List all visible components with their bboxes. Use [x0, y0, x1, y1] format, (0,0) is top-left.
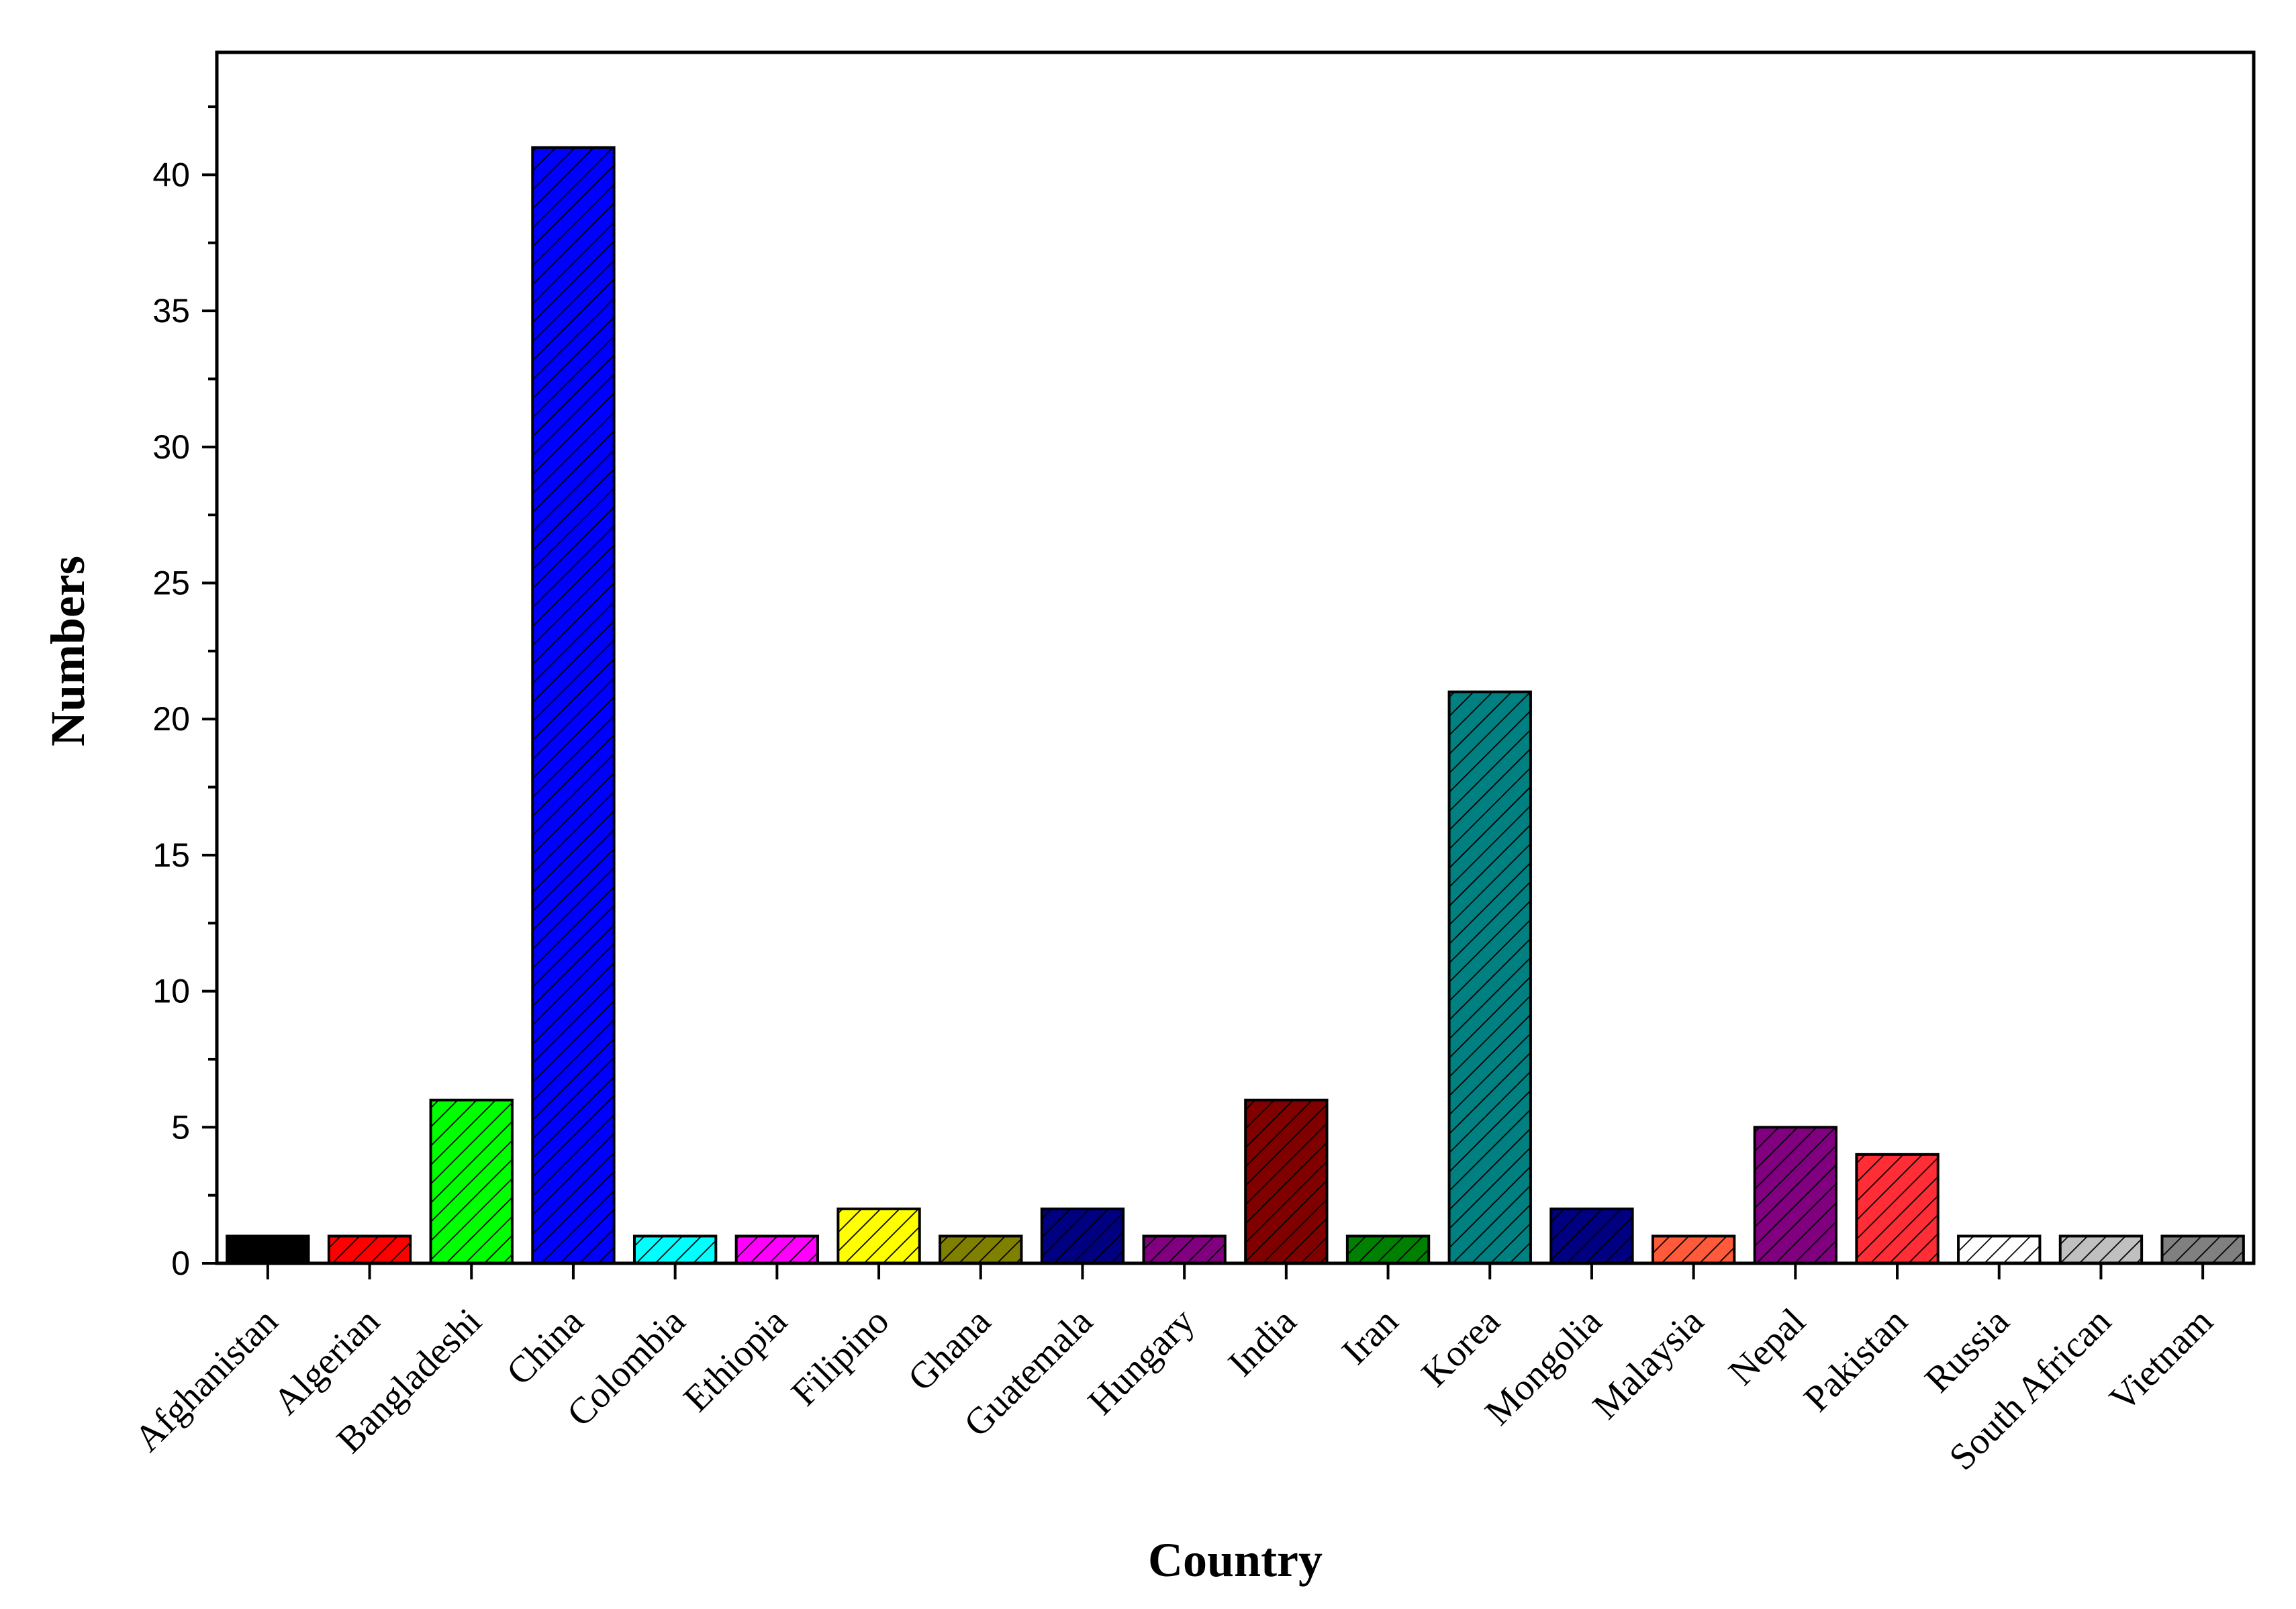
y-tick-label: 40	[152, 156, 190, 193]
bar-russia	[1957, 1234, 2042, 1265]
y-tick-label: 30	[152, 428, 190, 466]
x-tick-label: India	[1221, 1300, 1304, 1384]
y-tick-label: 25	[152, 565, 190, 602]
x-tick-label: Ethiopia	[676, 1300, 796, 1420]
bar-afghanistan	[226, 1234, 310, 1265]
x-tick-label: Korea	[1414, 1300, 1509, 1395]
x-tick-label: Russia	[1917, 1300, 2017, 1401]
bar-guatemala	[1040, 1207, 1125, 1265]
bar-korea	[1447, 690, 1532, 1265]
y-axis: 0 5 10 15 20 25 30 35 40	[152, 105, 217, 1282]
bar-nepal	[1753, 1126, 1838, 1265]
bar-pakistan	[1855, 1153, 1940, 1265]
x-tick-label: Nepal	[1721, 1300, 1813, 1393]
x-tick-label: Iran	[1334, 1300, 1406, 1373]
x-axis-title: Country	[1148, 1533, 1323, 1587]
y-tick-label: 0	[171, 1245, 190, 1282]
bar-vietnam	[2160, 1234, 2245, 1265]
bar-china	[531, 146, 616, 1265]
x-tick-label: China	[499, 1300, 592, 1394]
x-tick-label: Filipino	[783, 1300, 897, 1414]
y-tick-label: 5	[171, 1108, 190, 1146]
bar-south-african	[2058, 1234, 2144, 1265]
y-tick-label: 15	[152, 836, 190, 874]
bar-malaysia	[1651, 1234, 1736, 1265]
bar-colombia	[632, 1234, 718, 1265]
bar-filipino	[836, 1207, 921, 1265]
y-tick-label: 20	[152, 700, 190, 738]
bar-ethiopia	[734, 1234, 820, 1265]
y-tick-label: 10	[152, 973, 190, 1010]
x-tick-label: Vietnam	[2102, 1300, 2221, 1420]
x-tick-label: Afghanistan	[127, 1300, 286, 1459]
bar-bangladeshi	[429, 1098, 514, 1265]
x-tick-label: Pakistan	[1796, 1300, 1915, 1420]
bar-algerian	[327, 1234, 412, 1265]
y-tick-label: 35	[152, 292, 190, 330]
x-tick-label: Malaysia	[1585, 1300, 1712, 1427]
bar-ghana	[939, 1234, 1023, 1265]
y-axis-title: Numbers	[41, 556, 95, 746]
x-tick-label: Ghana	[900, 1300, 999, 1399]
bar-india	[1244, 1098, 1329, 1265]
plot-area-frame	[215, 50, 2256, 1265]
bar-hungary	[1142, 1234, 1227, 1265]
x-tick-label: Hungary	[1080, 1300, 1202, 1422]
bar-iran	[1345, 1234, 1431, 1265]
bar-mongolia	[1549, 1207, 1634, 1265]
bars-layer	[226, 146, 2245, 1265]
